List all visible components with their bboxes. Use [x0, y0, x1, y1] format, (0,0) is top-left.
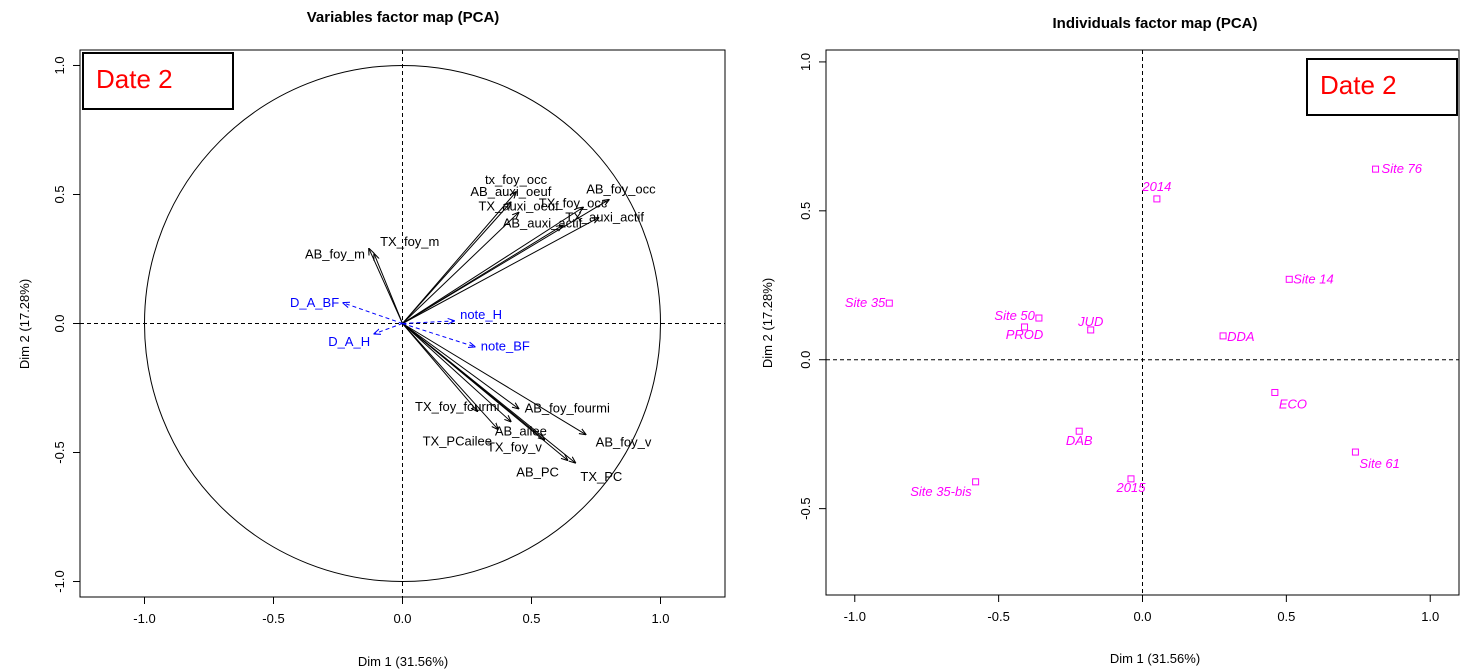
variable-arrow: [402, 192, 517, 324]
y-tick-label: 0.0: [798, 351, 813, 369]
individual-label: Site 61: [1359, 456, 1399, 471]
x-tick-label: 0.5: [522, 611, 540, 626]
individual-label: JUD: [1077, 314, 1103, 329]
individual-point: [885, 299, 893, 307]
variable-label: TX_foy_m: [380, 234, 439, 249]
y-tick-label: -0.5: [798, 497, 813, 519]
y-axis-label: Dim 2 (17.28%): [17, 279, 32, 369]
variable-label: TX_foy_fourmi: [415, 399, 500, 414]
individual-label: 2015: [1116, 480, 1147, 495]
x-axis-label: Dim 1 (31.56%): [358, 654, 448, 669]
variable-label: note_H: [460, 307, 502, 322]
individual-label: Site 76: [1382, 161, 1423, 176]
y-tick-label: 0.5: [798, 202, 813, 220]
individual-label: 2014: [1141, 179, 1171, 194]
variable-arrow: [402, 323, 576, 463]
individual-point: [1153, 195, 1161, 203]
individual-point: [1021, 323, 1029, 331]
variable-label: AB_auxi_oeuf: [470, 184, 551, 199]
variable-label: D_A_BF: [290, 295, 339, 310]
variable-label: tx_foy_occ: [485, 172, 548, 187]
y-tick-label: 0.5: [52, 185, 67, 203]
variable-arrow: [402, 323, 511, 422]
variable-label: AB_ailee: [495, 424, 547, 439]
x-axis-label: Dim 1 (31.56%): [1110, 651, 1200, 666]
x-axis: -1.0 -0.5 0.0 0.5 1.0: [133, 597, 670, 626]
individual-label: DDA: [1227, 329, 1254, 344]
variable-arrow: [369, 249, 403, 324]
variable-arrow: [402, 218, 599, 324]
individual-point: [1035, 314, 1043, 322]
individuals-factor-map: Individuals factor map (PCA) -1.0 -0.5 0.0…: [760, 15, 1460, 666]
y-axis: -1.0 -0.5 0.0 0.5 1.0: [52, 56, 80, 593]
x-tick-label: 0.0: [1133, 609, 1151, 624]
variable-label: AB_foy_v: [596, 434, 652, 449]
variable-arrow: [402, 323, 586, 435]
y-tick-label: 1.0: [52, 56, 67, 74]
individual-label: ECO: [1279, 396, 1307, 411]
x-tick-label: 0.0: [393, 611, 411, 626]
date-annotation-right: Date 2: [1306, 58, 1458, 116]
chart-title: Variables factor map (PCA): [307, 9, 500, 26]
correlation-circle: [144, 64, 661, 583]
variable-label: note_BF: [481, 339, 530, 354]
x-tick-label: 1.0: [1421, 609, 1439, 624]
variable-arrow: [402, 323, 519, 409]
variable-label: TX_foy_occ: [539, 195, 608, 210]
variable-arrow: [402, 207, 584, 324]
y-axis-label: Dim 2 (17.28%): [760, 278, 775, 368]
variable-arrow: [374, 323, 403, 334]
individual-point: [1271, 388, 1279, 396]
y-tick-label: 1.0: [798, 53, 813, 71]
variable-label: TX_auxi_oeuf: [478, 199, 559, 214]
x-tick-label: -0.5: [987, 609, 1009, 624]
variable-arrow: [402, 202, 511, 324]
variable-label: AB_foy_fourmi: [525, 401, 610, 416]
variable-arrow: [343, 303, 403, 324]
variables-factor-map: Variables factor map (PCA) -1.0 -0.5 0.0 0.…: [17, 9, 726, 669]
individual-label: Site 35: [845, 295, 886, 310]
x-tick-label: -1.0: [133, 611, 155, 626]
variable-arrow: [402, 213, 519, 324]
y-tick-label: -0.5: [52, 441, 67, 463]
variable-arrow: [402, 225, 563, 324]
individual-point: [1372, 165, 1380, 173]
y-tick-label: 0.0: [52, 314, 67, 332]
variable-arrow: [402, 323, 478, 412]
individual-point: [1127, 475, 1135, 483]
x-tick-label: -1.0: [844, 609, 866, 624]
x-axis: -1.0 -0.5 0.0 0.5 1.0: [844, 595, 1439, 624]
individual-point: [1087, 326, 1095, 334]
individual-label: PROD: [1006, 327, 1044, 342]
individual-label: Site 14: [1293, 271, 1333, 286]
y-tick-label: -1.0: [52, 570, 67, 592]
individual-point: [1351, 448, 1359, 456]
variable-label: AB_auxi_actif: [503, 215, 583, 230]
individual-point: [972, 478, 980, 486]
variable-label: AB_foy_m: [305, 247, 365, 262]
variable-label: AB_PC: [516, 464, 559, 479]
x-tick-label: 0.5: [1277, 609, 1295, 624]
date-annotation-left: Date 2: [82, 52, 234, 110]
variable-arrow: [402, 321, 455, 324]
variable-label: TX_foy_v: [487, 440, 542, 455]
y-axis: -0.5 0.0 0.5 1.0: [798, 53, 826, 520]
variable-label: TX_PC: [580, 469, 622, 484]
x-tick-label: -0.5: [262, 611, 284, 626]
individual-point: [1285, 275, 1293, 283]
individual-point: [1075, 427, 1083, 435]
individual-label: DAB: [1066, 433, 1093, 448]
individual-label: Site 35-bis: [910, 484, 972, 499]
variable-arrow: [402, 323, 475, 347]
chart-title: Individuals factor map (PCA): [1052, 15, 1257, 32]
variable-label: AB_foy_occ: [586, 182, 656, 197]
variable-label: TX_auxi_actif: [565, 210, 644, 225]
individual-point: [1219, 332, 1227, 340]
variable-arrow: [402, 323, 498, 430]
individual-label: Site 50: [994, 308, 1035, 323]
x-tick-label: 1.0: [651, 611, 669, 626]
variable-label: TX_PCailee: [423, 433, 492, 448]
variable-label: D_A_H: [328, 334, 370, 349]
